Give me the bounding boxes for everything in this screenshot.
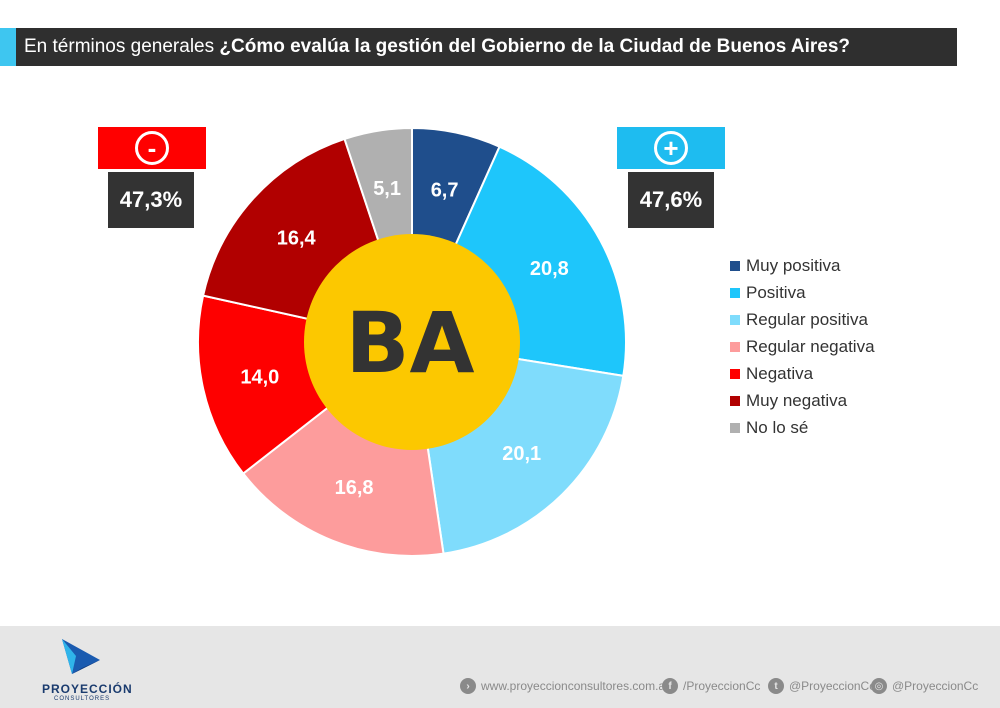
instagram-icon: ◎ (871, 678, 887, 694)
title-accent (0, 28, 16, 66)
legend-swatch (730, 314, 740, 325)
slice-label-3: 16,8 (335, 477, 374, 499)
logo-sub: CONSULTORES (54, 696, 111, 702)
legend-swatch (730, 260, 740, 271)
legend-label: Muy negativa (746, 390, 848, 410)
donut-chart: 6,7 20,8 20,1 16,8 14,0 16,4 5,1 BA (196, 126, 627, 557)
ba-logo-text: BA (345, 294, 474, 392)
legend-item-5: Muy negativa (730, 387, 875, 414)
logo-name: PROYECCIÓN (42, 682, 133, 696)
minus-icon: - (135, 131, 169, 165)
instagram-link[interactable]: ◎ @ProyeccionCc (871, 678, 978, 694)
legend-swatch (730, 341, 740, 352)
legend-label: Negativa (746, 363, 814, 383)
title-bar: En términos generales ¿Cómo evalúa la ge… (0, 28, 957, 66)
twitter-icon: t (768, 678, 784, 694)
title-question: ¿Cómo evalúa la gestión del Gobierno de … (219, 36, 851, 57)
footer: PROYECCIÓN CONSULTORES › www.proyeccionc… (0, 626, 1000, 708)
twitter-text: @ProyeccionCc (789, 679, 876, 693)
facebook-text: /ProyeccionCc (683, 679, 761, 693)
legend-item-3: Regular negativa (730, 333, 875, 360)
instagram-text: @ProyeccionCc (892, 679, 979, 693)
slice-label-1: 20,8 (530, 258, 569, 280)
slice-label-6: 5,1 (373, 178, 401, 200)
legend-label: Positiva (746, 282, 806, 302)
title-prefix: En términos generales (24, 36, 220, 57)
page-title: En términos generales ¿Cómo evalúa la ge… (24, 36, 850, 58)
legend-item-1: Positiva (730, 279, 875, 306)
website-link[interactable]: › www.proyeccionconsultores.com.ar (460, 678, 669, 694)
twitter-link[interactable]: t @ProyeccionCc (768, 678, 875, 694)
facebook-link[interactable]: f /ProyeccionCc (662, 678, 760, 694)
slice-label-4: 14,0 (240, 366, 279, 388)
legend-item-0: Muy positiva (730, 252, 875, 279)
legend-item-4: Negativa (730, 360, 875, 387)
center-logo-circle (304, 234, 520, 450)
legend-item-6: No lo sé (730, 414, 875, 441)
facebook-icon: f (662, 678, 678, 694)
chart-legend: Muy positiva Positiva Regular positiva Regu… (730, 252, 875, 441)
legend-swatch (730, 368, 740, 379)
proyeccion-logo-icon (62, 639, 100, 674)
legend-label: Regular negativa (746, 336, 875, 356)
slice-label-5: 16,4 (277, 228, 317, 250)
slice-label-2: 20,1 (502, 443, 541, 465)
legend-label: Regular positiva (746, 309, 868, 329)
negative-total: 47,3% (108, 172, 194, 228)
legend-label: Muy positiva (746, 255, 841, 275)
slice-label-0: 6,7 (431, 179, 459, 201)
positive-badge: + (617, 127, 725, 169)
legend-item-2: Regular positiva (730, 306, 875, 333)
legend-swatch (730, 422, 740, 433)
arrow-right-icon: › (460, 678, 476, 694)
legend-label: No lo sé (746, 417, 809, 437)
positive-total: 47,6% (628, 172, 714, 228)
negative-badge: - (98, 127, 206, 169)
legend-swatch (730, 395, 740, 406)
plus-icon: + (654, 131, 688, 165)
website-text: www.proyeccionconsultores.com.ar (481, 679, 670, 693)
legend-swatch (730, 287, 740, 298)
